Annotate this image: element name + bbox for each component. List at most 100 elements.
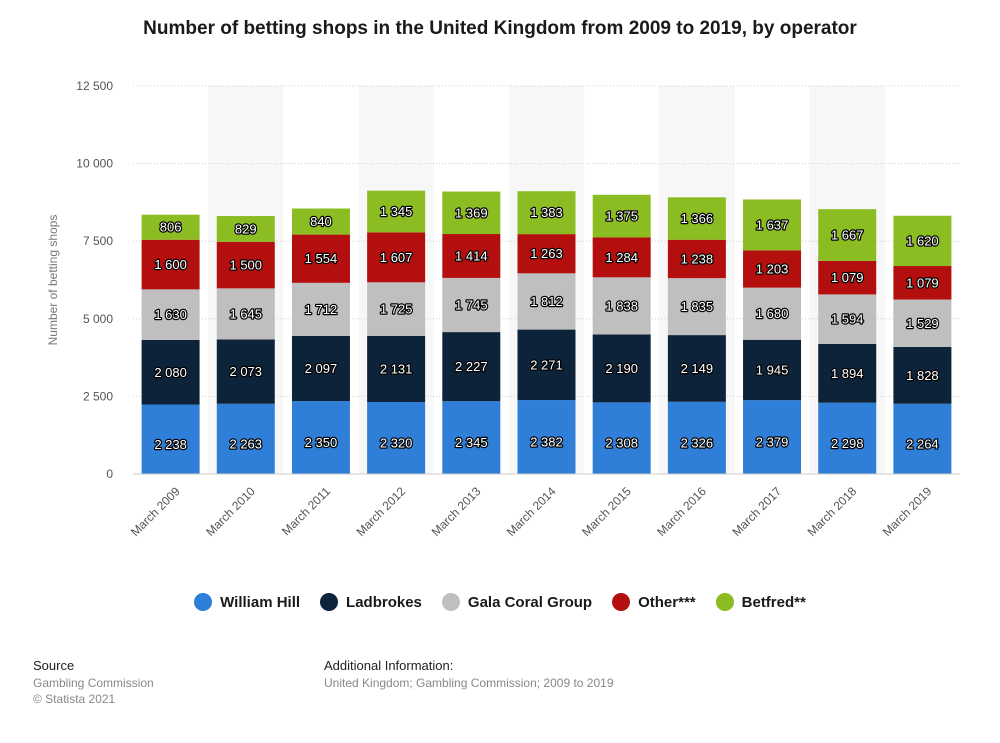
legend-marker	[612, 593, 631, 611]
data-label: 2 238	[154, 437, 187, 452]
source-line-1: Gambling Commission	[33, 676, 154, 690]
x-tick-label: March 2013	[429, 484, 484, 539]
data-label: 1 238	[681, 251, 714, 266]
bar-segment	[141, 289, 200, 340]
data-label: 1 835	[681, 299, 714, 314]
legend-label: William Hill	[220, 593, 301, 611]
data-label: 1 079	[906, 275, 939, 290]
legend-item[interactable]: Betfred**	[715, 593, 806, 611]
data-label: 1 594	[831, 312, 864, 327]
bar-segment	[818, 343, 877, 403]
data-label: 1 600	[154, 257, 187, 272]
bar-segment	[818, 260, 877, 295]
data-label: 1 203	[756, 261, 789, 276]
legend-label: Ladbrokes	[346, 593, 422, 611]
bar-segment	[667, 197, 726, 240]
legend-label: Gala Coral Group	[467, 593, 593, 611]
data-label: 2 298	[831, 436, 864, 451]
data-label: 1 500	[229, 258, 262, 273]
y-axis-title: Number of betting shops	[46, 215, 60, 346]
legend-marker	[320, 593, 339, 611]
data-label: 2 308	[605, 436, 638, 451]
data-label: 1 284	[605, 250, 638, 265]
bar-segment	[517, 273, 576, 330]
additional-info-heading: Additional Information:	[324, 658, 454, 673]
data-label: 2 264	[906, 436, 939, 451]
data-label: 1 414	[455, 248, 488, 263]
data-label: 2 320	[380, 435, 413, 450]
data-label: 1 345	[380, 204, 413, 219]
bar-segment	[893, 299, 952, 347]
additional-info-text: United Kingdom; Gambling Commission; 200…	[324, 676, 614, 690]
data-label: 1 079	[831, 270, 864, 285]
legend-item[interactable]: Gala Coral Group	[441, 593, 593, 611]
data-label: 1 645	[229, 306, 262, 321]
data-label: 2 149	[681, 361, 714, 376]
legend-label: Other***	[638, 593, 696, 611]
legend-item[interactable]: Other***	[612, 593, 696, 611]
data-label: 1 263	[530, 246, 563, 261]
data-label: 1 894	[831, 366, 864, 381]
data-label: 1 369	[455, 205, 488, 220]
data-label: 1 667	[831, 228, 864, 243]
data-label: 2 227	[455, 359, 488, 374]
legend-marker	[715, 593, 734, 611]
bar-segment	[442, 191, 501, 235]
data-label: 1 529	[906, 316, 939, 331]
x-tick-label: March 2017	[729, 484, 784, 539]
bar-segment	[517, 400, 576, 474]
x-tick-label: March 2011	[279, 484, 333, 538]
data-label: 1 745	[455, 298, 488, 313]
legend-marker	[194, 593, 213, 611]
data-label: 1 828	[906, 368, 939, 383]
x-tick-label: March 2014	[504, 484, 559, 539]
data-label: 1 812	[530, 294, 563, 309]
data-label: 2 271	[530, 357, 563, 372]
bar-segment	[141, 339, 200, 405]
bar-segment	[592, 277, 651, 335]
data-label: 2 073	[229, 364, 262, 379]
bar-segment	[893, 346, 952, 404]
data-label: 2 263	[229, 436, 262, 451]
bar-segment	[442, 234, 501, 278]
bar-segment	[743, 199, 802, 251]
bar-segment	[291, 234, 350, 283]
bar-segment	[367, 232, 426, 283]
bar-segment	[442, 401, 501, 474]
x-tick-label: March 2009	[128, 484, 183, 539]
x-tick-label: March 2019	[880, 484, 935, 539]
data-label: 2 080	[154, 365, 187, 380]
data-label: 2 097	[305, 361, 338, 376]
bar-segment	[291, 335, 350, 402]
chart-legend: William Hill Ladbrokes Gala Coral Group Oth…	[0, 593, 1000, 611]
bar-segment	[667, 401, 726, 474]
y-tick-label: 10 000	[76, 157, 113, 171]
x-tick-label: March 2018	[805, 484, 860, 539]
bar-segment	[592, 237, 651, 278]
bar-segment	[442, 332, 501, 402]
legend-item[interactable]: Ladbrokes	[320, 593, 422, 611]
bar-segment	[667, 335, 726, 402]
chart-title: Number of betting shops in the United Ki…	[143, 18, 857, 39]
data-label: 1 554	[305, 251, 338, 266]
legend-item[interactable]: William Hill	[194, 593, 300, 611]
bar-segment	[893, 266, 952, 300]
data-label: 1 725	[380, 302, 413, 317]
data-label: 806	[160, 220, 182, 235]
bar-segment	[893, 215, 952, 267]
bar-segment	[592, 402, 651, 474]
bar-segment	[367, 190, 426, 233]
data-label: 1 607	[380, 250, 413, 265]
bar-segment	[667, 278, 726, 336]
bar-segment	[893, 403, 952, 474]
bar-segment	[216, 339, 275, 404]
bar-segment	[818, 294, 877, 344]
bar-segment	[141, 404, 200, 474]
y-tick-label: 5 000	[83, 312, 113, 326]
bar-segment	[517, 191, 576, 235]
data-label: 2 345	[455, 435, 488, 450]
bar-segment	[818, 209, 877, 261]
bar-segment	[367, 282, 426, 336]
data-label: 1 712	[305, 302, 338, 317]
bar-segment	[818, 402, 877, 474]
